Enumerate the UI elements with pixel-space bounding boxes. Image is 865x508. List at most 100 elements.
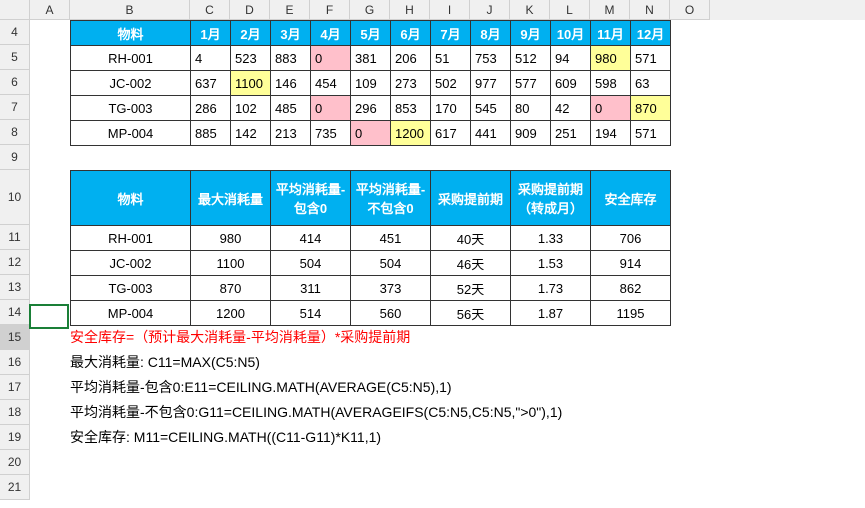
data-cell[interactable]: 286: [191, 96, 231, 121]
calc-cell[interactable]: 451: [351, 226, 431, 251]
data-cell[interactable]: 617: [431, 121, 471, 146]
row-header-16[interactable]: 16: [0, 350, 30, 375]
col-header-N[interactable]: N: [630, 0, 670, 20]
t1-header[interactable]: 3月: [271, 21, 311, 46]
table-row[interactable]: TG-003286102485029685317054580420870: [71, 96, 671, 121]
calc-cell[interactable]: JC-002: [71, 251, 191, 276]
row-header-17[interactable]: 17: [0, 375, 30, 400]
row-header-20[interactable]: 20: [0, 450, 30, 475]
data-cell[interactable]: 735: [311, 121, 351, 146]
col-header-J[interactable]: J: [470, 0, 510, 20]
data-cell[interactable]: 102: [231, 96, 271, 121]
t1-header[interactable]: 5月: [351, 21, 391, 46]
col-header-B[interactable]: B: [70, 0, 190, 20]
row-header-13[interactable]: 13: [0, 275, 30, 300]
calc-cell[interactable]: 40天: [431, 226, 511, 251]
data-cell[interactable]: 251: [551, 121, 591, 146]
data-cell[interactable]: 0: [591, 96, 631, 121]
data-cell[interactable]: 1200: [391, 121, 431, 146]
calc-cell[interactable]: 504: [351, 251, 431, 276]
col-header-L[interactable]: L: [550, 0, 590, 20]
t1-header[interactable]: 7月: [431, 21, 471, 46]
col-header-G[interactable]: G: [350, 0, 390, 20]
data-cell[interactable]: 909: [511, 121, 551, 146]
data-cell[interactable]: 502: [431, 71, 471, 96]
material-cell[interactable]: RH-001: [71, 46, 191, 71]
data-cell[interactable]: 454: [311, 71, 351, 96]
calc-cell[interactable]: 1.33: [511, 226, 591, 251]
row-header-19[interactable]: 19: [0, 425, 30, 450]
col-header-A[interactable]: A: [30, 0, 70, 20]
data-cell[interactable]: 0: [351, 121, 391, 146]
t1-header[interactable]: 6月: [391, 21, 431, 46]
data-cell[interactable]: 523: [231, 46, 271, 71]
t2-header[interactable]: 平均消耗量-不包含0: [351, 171, 431, 226]
col-header-F[interactable]: F: [310, 0, 350, 20]
t2-header[interactable]: 平均消耗量-包含0: [271, 171, 351, 226]
row-header-7[interactable]: 7: [0, 95, 30, 120]
row-header-14[interactable]: 14: [0, 300, 30, 325]
data-cell[interactable]: 753: [471, 46, 511, 71]
table-row[interactable]: JC-002110050450446天1.53914: [71, 251, 671, 276]
row-header-21[interactable]: 21: [0, 475, 30, 500]
t1-header[interactable]: 8月: [471, 21, 511, 46]
calc-cell[interactable]: 1.53: [511, 251, 591, 276]
row-header-5[interactable]: 5: [0, 45, 30, 70]
calc-cell[interactable]: TG-003: [71, 276, 191, 301]
calc-cell[interactable]: 46天: [431, 251, 511, 276]
data-cell[interactable]: 512: [511, 46, 551, 71]
col-header-C[interactable]: C: [190, 0, 230, 20]
col-header-E[interactable]: E: [270, 0, 310, 20]
data-cell[interactable]: 598: [591, 71, 631, 96]
data-cell[interactable]: 637: [191, 71, 231, 96]
table-row[interactable]: MP-0048851422137350120061744190925119457…: [71, 121, 671, 146]
data-cell[interactable]: 63: [631, 71, 671, 96]
calc-cell[interactable]: 706: [591, 226, 671, 251]
t2-header[interactable]: 安全库存: [591, 171, 671, 226]
t1-header[interactable]: 2月: [231, 21, 271, 46]
data-cell[interactable]: 42: [551, 96, 591, 121]
col-header-K[interactable]: K: [510, 0, 550, 20]
t1-header[interactable]: 4月: [311, 21, 351, 46]
data-cell[interactable]: 885: [191, 121, 231, 146]
calc-cell[interactable]: 870: [191, 276, 271, 301]
t1-header[interactable]: 物料: [71, 21, 191, 46]
row-header-9[interactable]: 9: [0, 145, 30, 170]
data-cell[interactable]: 80: [511, 96, 551, 121]
data-cell[interactable]: 194: [591, 121, 631, 146]
calc-cell[interactable]: 914: [591, 251, 671, 276]
select-all-corner[interactable]: [0, 0, 30, 20]
calc-cell[interactable]: 1100: [191, 251, 271, 276]
col-header-H[interactable]: H: [390, 0, 430, 20]
col-header-D[interactable]: D: [230, 0, 270, 20]
t1-header[interactable]: 9月: [511, 21, 551, 46]
data-cell[interactable]: 441: [471, 121, 511, 146]
data-cell[interactable]: 577: [511, 71, 551, 96]
data-cell[interactable]: 853: [391, 96, 431, 121]
row-header-6[interactable]: 6: [0, 70, 30, 95]
data-cell[interactable]: 142: [231, 121, 271, 146]
calc-cell[interactable]: 560: [351, 301, 431, 326]
data-cell[interactable]: 0: [311, 46, 351, 71]
material-cell[interactable]: TG-003: [71, 96, 191, 121]
data-cell[interactable]: 273: [391, 71, 431, 96]
data-cell[interactable]: 0: [311, 96, 351, 121]
material-cell[interactable]: JC-002: [71, 71, 191, 96]
sheet-content[interactable]: 物料1月2月3月4月5月6月7月8月9月10月11月12月 RH-0014523…: [30, 20, 865, 500]
calc-cell[interactable]: 504: [271, 251, 351, 276]
data-cell[interactable]: 883: [271, 46, 311, 71]
calc-cell[interactable]: RH-001: [71, 226, 191, 251]
calc-cell[interactable]: 1195: [591, 301, 671, 326]
table-row[interactable]: TG-00387031137352天1.73862: [71, 276, 671, 301]
data-cell[interactable]: 977: [471, 71, 511, 96]
col-header-M[interactable]: M: [590, 0, 630, 20]
materials-monthly-table[interactable]: 物料1月2月3月4月5月6月7月8月9月10月11月12月 RH-0014523…: [70, 20, 671, 146]
data-cell[interactable]: 94: [551, 46, 591, 71]
row-header-15[interactable]: 15: [0, 325, 30, 350]
material-cell[interactable]: MP-004: [71, 121, 191, 146]
t1-header[interactable]: 11月: [591, 21, 631, 46]
data-cell[interactable]: 109: [351, 71, 391, 96]
calc-cell[interactable]: 1.87: [511, 301, 591, 326]
row-header-10[interactable]: 10: [0, 170, 30, 225]
row-header-18[interactable]: 18: [0, 400, 30, 425]
